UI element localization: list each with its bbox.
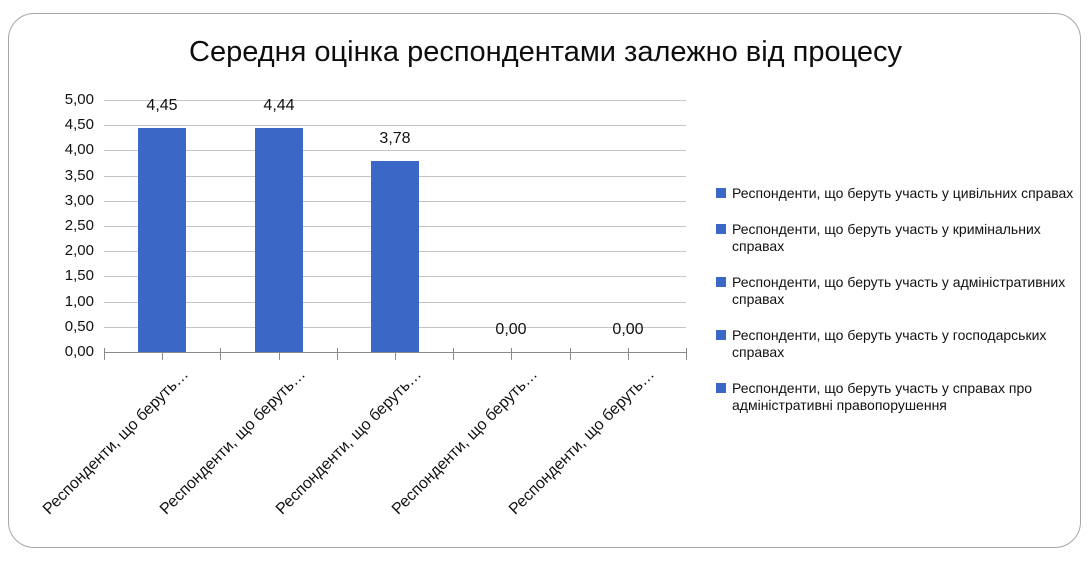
legend-label-administrative-offense-cases: Респонденти, що беруть участь у справах … bbox=[732, 380, 1033, 413]
legend-item-economic-cases: Респонденти, що беруть участь у господар… bbox=[716, 327, 1082, 361]
legend-label-administrative-cases: Респонденти, що беруть участь у адмініст… bbox=[732, 274, 1066, 307]
legend-marker-administrative-offense-cases bbox=[716, 383, 726, 393]
chart-title: Середня оцінка респондентами залежно від… bbox=[189, 36, 902, 68]
legend-marker-economic-cases bbox=[716, 330, 726, 340]
legend-marker-administrative-cases bbox=[716, 277, 726, 287]
legend-marker-criminal-cases bbox=[716, 224, 726, 234]
legend: Респонденти, що беруть участь у цивільни… bbox=[716, 185, 1082, 414]
legend-label-civil-cases: Респонденти, що беруть участь у цивільни… bbox=[732, 185, 1074, 201]
legend-item-civil-cases: Респонденти, що беруть участь у цивільни… bbox=[716, 185, 1082, 202]
legend-item-administrative-cases: Респонденти, що беруть участь у адмініст… bbox=[716, 274, 1082, 308]
chart-frame bbox=[8, 13, 1081, 548]
legend-item-criminal-cases: Респонденти, що беруть участь у кримінал… bbox=[716, 221, 1082, 255]
legend-item-administrative-offense-cases: Респонденти, що беруть участь у справах … bbox=[716, 380, 1082, 414]
legend-label-criminal-cases: Респонденти, що беруть участь у кримінал… bbox=[732, 221, 1041, 254]
legend-marker-civil-cases bbox=[716, 188, 726, 198]
legend-label-economic-cases: Респонденти, що беруть участь у господар… bbox=[732, 327, 1047, 360]
